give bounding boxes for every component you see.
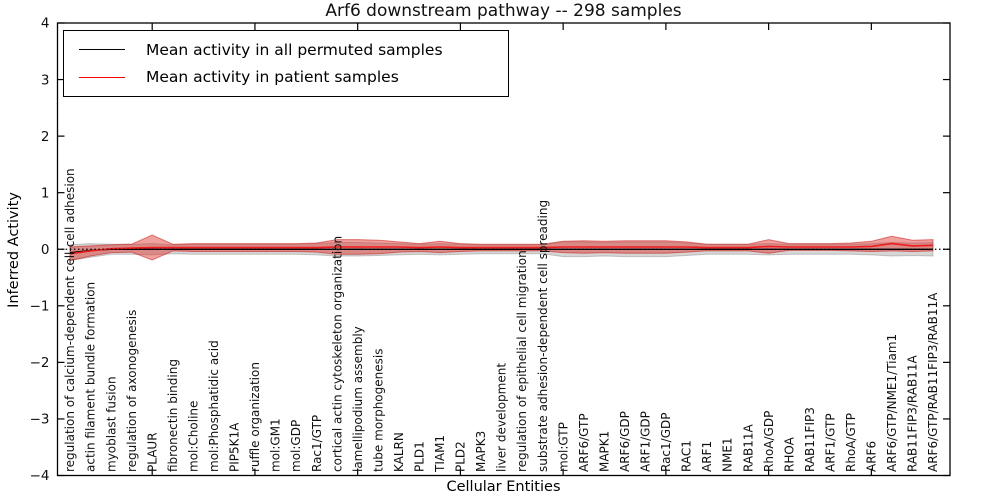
x-entity-label: liver development [495,363,509,472]
y-tick-label: 0 [41,242,50,258]
x-entity-label: NME1 [721,437,735,472]
legend-label-patient: Mean activity in patient samples [146,68,399,87]
x-entity-label: RAB11A [741,423,755,472]
legend-label-permuted: Mean activity in all permuted samples [146,40,443,59]
x-entity-label: regulation of epithelial cell migration [515,250,529,472]
legend-line-black [79,49,125,51]
patient-mean-line [69,242,934,255]
x-entity-label: lamellipodium assembly [351,326,365,472]
x-entity-label: PIP5K1A [228,422,242,472]
y-tick-label: −3 [30,412,50,428]
x-entity-label: RhoA/GDP [762,411,776,472]
x-entity-label: ARF1/GDP [639,411,653,472]
legend-item-patient: Mean activity in patient samples [79,68,508,86]
x-entity-label: RAC1 [680,440,694,472]
x-entity-label: mol:GTP [556,422,570,472]
x-entity-label: ruffle organization [248,362,262,472]
x-entity-label: RAB11FIP3 [803,407,817,472]
x-entity-label: actin filament bundle formation [84,282,98,472]
x-entity-label: cortical actin cytoskeleton organization [330,236,344,472]
x-entity-label: substrate adhesion-dependent cell spread… [536,200,550,472]
x-axis-label: Cellular Entities [446,479,561,495]
x-entity-label: ARF6/GTP/RAB11FIP3/RAB11A [926,292,940,472]
x-entity-label: Rac1/GDP [659,413,673,472]
x-entity-label: MAPK3 [474,431,488,472]
x-entity-label: PLAUR [145,432,159,472]
x-entity-label: MAPK1 [597,431,611,472]
x-entity-label: regulation of calcium-dependent cell-cel… [63,168,77,472]
x-entity-label: ARF1 [700,441,714,472]
x-entity-label: ARF6/GTP [577,413,591,472]
y-tick-label: 4 [41,16,50,32]
legend: Mean activity in all permuted samples Me… [63,30,509,97]
x-entity-label: mol:Choline [187,401,201,472]
x-entity-label: regulation of axonogenesis [125,310,139,472]
x-entity-label: mol:Phosphatidic acid [207,340,221,472]
y-tick-label: 3 [41,72,50,88]
legend-line-red [79,76,125,78]
chart-title: Arf6 downstream pathway -- 298 samples [325,1,682,21]
x-entity-label: fibronectin binding [166,359,180,472]
x-entity-label: PLD2 [454,441,468,472]
x-entity-label: mol:GDP [289,420,303,472]
y-tick-label: −4 [30,468,50,484]
x-entity-label: mol:GM1 [269,418,283,472]
x-entity-label: ARF6 [865,441,879,472]
y-tick-label: 1 [41,185,50,201]
x-entity-label: TIAM1 [433,435,447,473]
legend-item-permuted: Mean activity in all permuted samples [79,41,508,59]
y-tick-label: −1 [30,299,50,315]
x-entity-label: myoblast fusion [104,376,118,472]
x-entity-label: ARF6/GTP/NME1/Tiam1 [885,334,899,472]
x-entity-label: RHOA [782,436,796,472]
x-entity-label: Rac1/GTP [310,415,324,472]
x-entity-label: tube morphogenesis [371,349,385,472]
y-tick-label: −2 [30,355,50,371]
x-entity-label: ARF1/GTP [824,413,838,472]
x-entity-label: KALRN [392,432,406,472]
x-entity-label: RAB11FIP3/RAB11A [906,355,920,472]
y-tick-label: 2 [41,129,50,145]
x-entity-label: PLD1 [413,441,427,472]
x-entity-label: RhoA/GTP [844,413,858,472]
x-entity-label: ARF6/GDP [618,411,632,472]
